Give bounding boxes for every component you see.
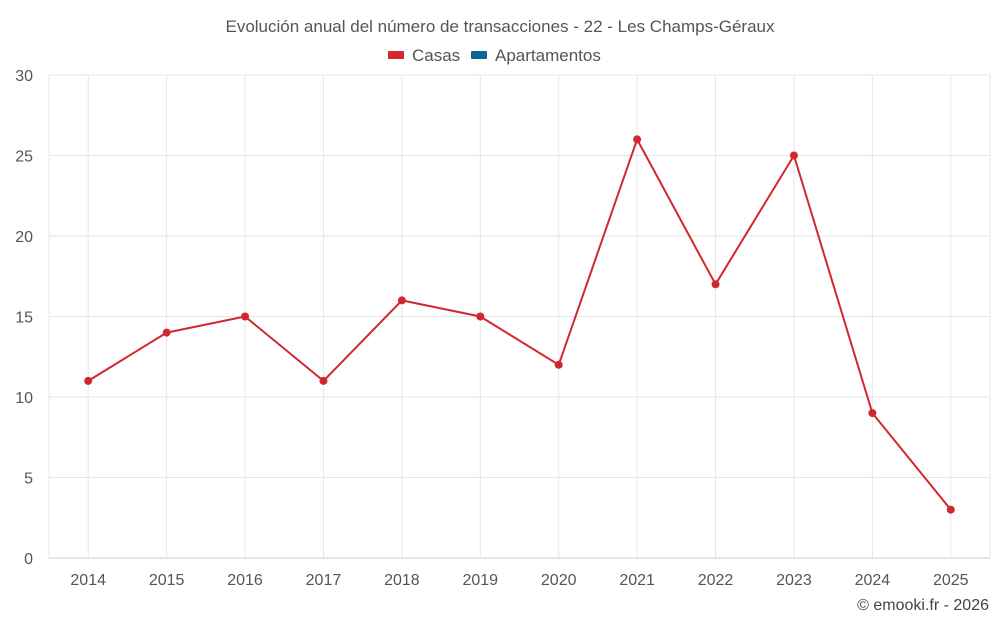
x-tick-label: 2014 [70,572,106,589]
x-tick-label: 2016 [227,572,263,589]
y-tick-label: 30 [15,68,33,85]
x-tick-label: 2023 [776,572,812,589]
y-tick-label: 10 [15,390,33,407]
data-point-casas-2020[interactable]: 2020: 12 [554,360,563,369]
data-point-casas-2025[interactable]: 2025: 3 [946,505,955,514]
y-tick-label: 0 [24,551,33,568]
data-point-casas-2023[interactable]: 2023: 25 [789,151,798,160]
data-point-casas-2017[interactable]: 2017: 11 [319,376,328,385]
y-tick-label: 20 [15,229,33,246]
data-point-casas-2024[interactable]: 2024: 9 [868,409,877,418]
legend-swatch-apartamentos[interactable] [471,51,487,59]
legend-swatch-casas[interactable] [388,51,404,59]
x-tick-label: 2024 [855,572,891,589]
copyright-text: © emooki.fr - 2026 [857,597,989,614]
data-point-casas-2016[interactable]: 2016: 15 [241,312,250,321]
y-axis-ticks: 0 5 10 15 20 25 30 [15,68,33,568]
x-tick-label: 2025 [933,572,969,589]
y-tick-label: 25 [15,149,33,166]
legend: Casas Apartamentos [388,46,601,65]
x-tick-label: 2017 [306,572,342,589]
x-tick-label: 2019 [462,572,498,589]
data-point-casas-2015[interactable]: 2015: 14 [162,328,171,337]
series-line-casas [87,138,952,511]
x-tick-label: 2015 [149,572,185,589]
x-tick-label: 2020 [541,572,577,589]
data-point-casas-2019[interactable]: 2019: 15 [476,312,485,321]
legend-label-apartamentos[interactable]: Apartamentos [495,46,601,65]
legend-label-casas[interactable]: Casas [412,46,460,65]
data-point-casas-2021[interactable]: 2021: 26 [633,135,642,144]
chart-title: Evolución anual del número de transaccio… [225,17,775,36]
grid [48,74,991,558]
data-point-casas-2022[interactable]: 2022: 17 [711,280,720,289]
series-casas: 2014: 11 2015: 14 2016: 15 2017: 11 2018: 16… [84,135,955,514]
x-tick-label: 2021 [619,572,655,589]
y-tick-label: 5 [24,471,33,488]
data-point-casas-2018[interactable]: 2018: 16 [397,296,406,305]
data-point-casas-2014[interactable]: 2014: 11 [84,376,93,385]
x-tick-label: 2022 [698,572,734,589]
y-tick-label: 15 [15,310,33,327]
x-axis-ticks: 2014 2015 2016 2017 2018 2019 2020 2021 2022 2023… [70,572,968,589]
x-tick-label: 2018 [384,572,420,589]
